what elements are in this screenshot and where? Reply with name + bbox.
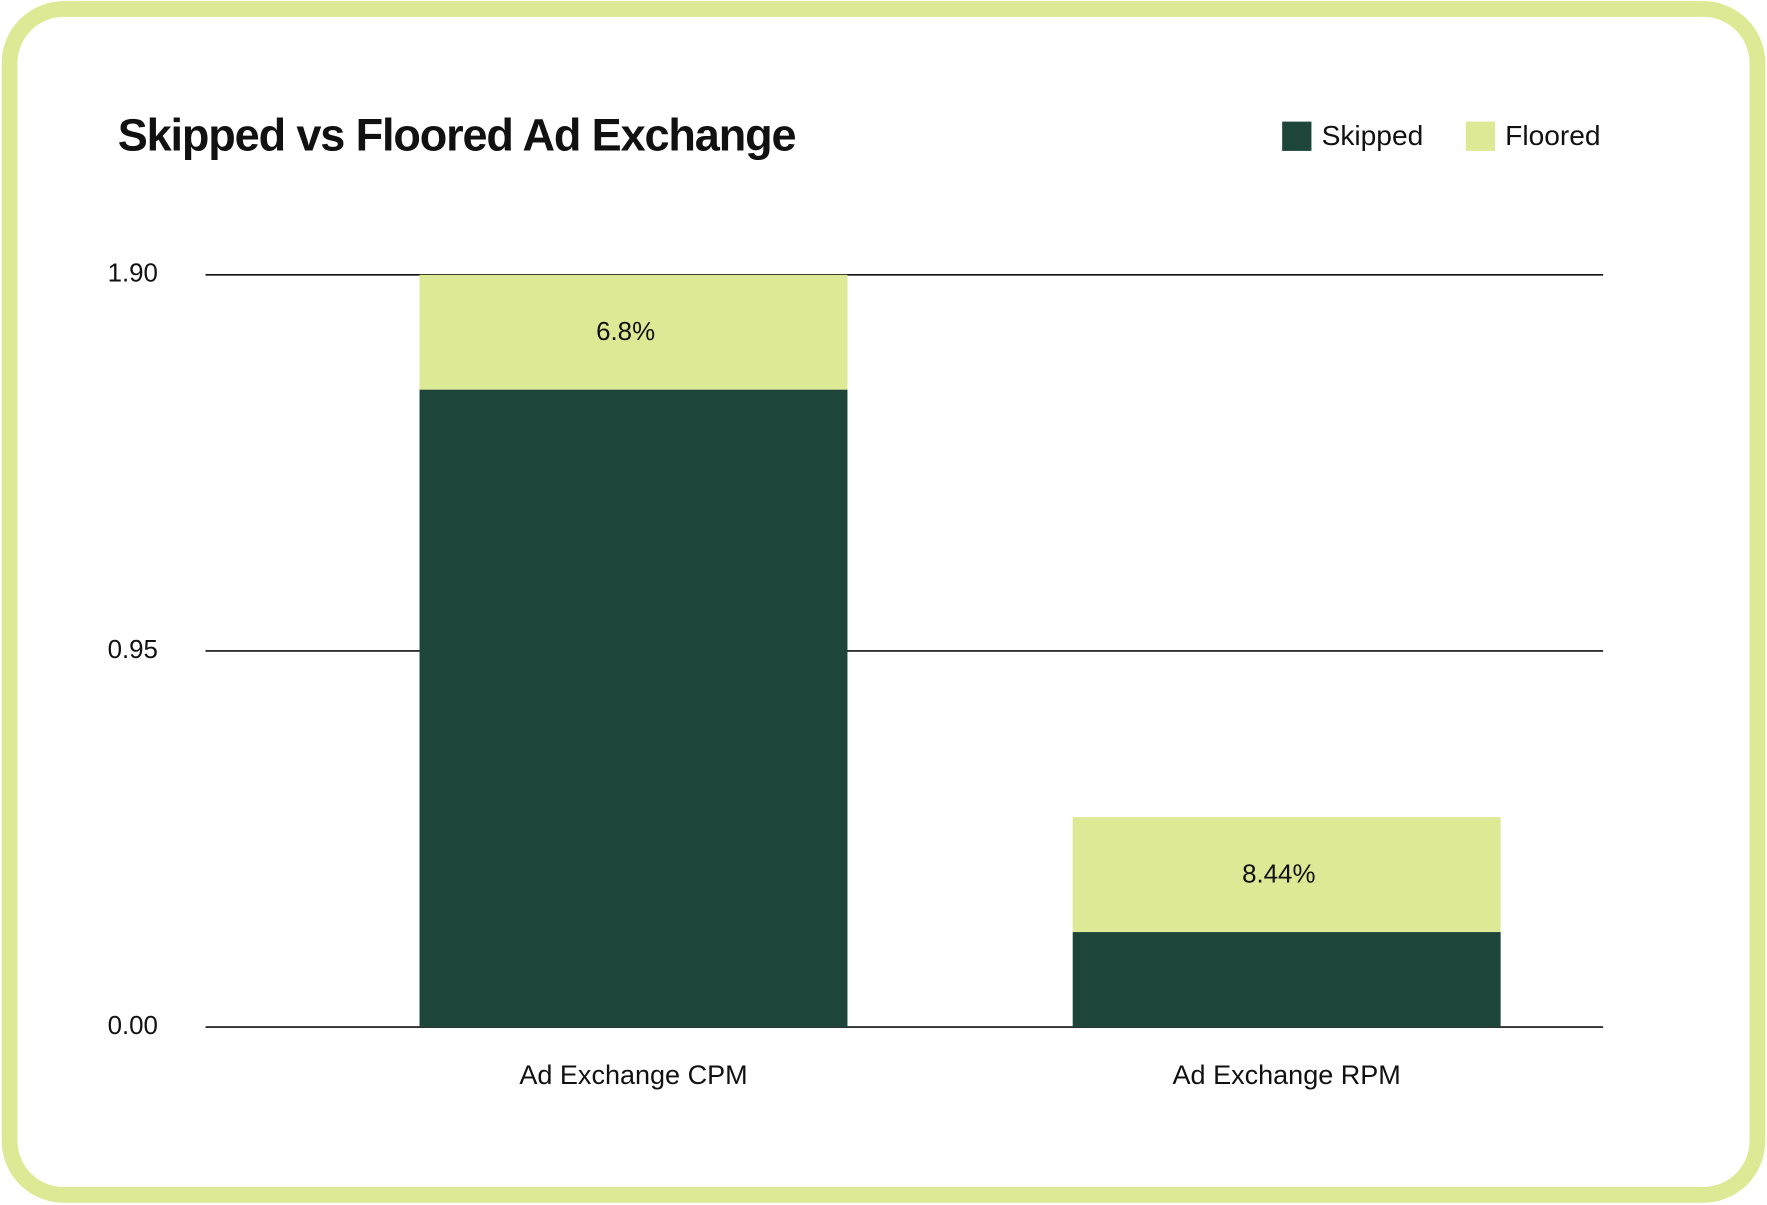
bar-segment xyxy=(419,389,848,1028)
y-tick-label: 1.90 xyxy=(108,260,158,288)
legend-swatch xyxy=(1282,121,1312,151)
y-tick-label: 0.95 xyxy=(108,636,158,664)
legend-swatch xyxy=(1465,121,1496,151)
y-tick-label: 0.00 xyxy=(108,1012,158,1040)
legend-label: Floored xyxy=(1505,120,1600,151)
bar-segment xyxy=(1072,932,1501,1028)
bar-annotation: 8.44% xyxy=(1242,861,1315,889)
x-tick-label: Ad Exchange RPM xyxy=(1173,1060,1401,1090)
bar-segment xyxy=(1072,817,1501,933)
bar-segment xyxy=(419,274,848,390)
x-tick-label: Ad Exchange CPM xyxy=(519,1060,747,1090)
bar-annotation: 6.8% xyxy=(596,318,655,346)
chart-title: Skipped vs Floored Ad Exchange xyxy=(118,109,796,160)
legend-label: Skipped xyxy=(1322,120,1424,151)
